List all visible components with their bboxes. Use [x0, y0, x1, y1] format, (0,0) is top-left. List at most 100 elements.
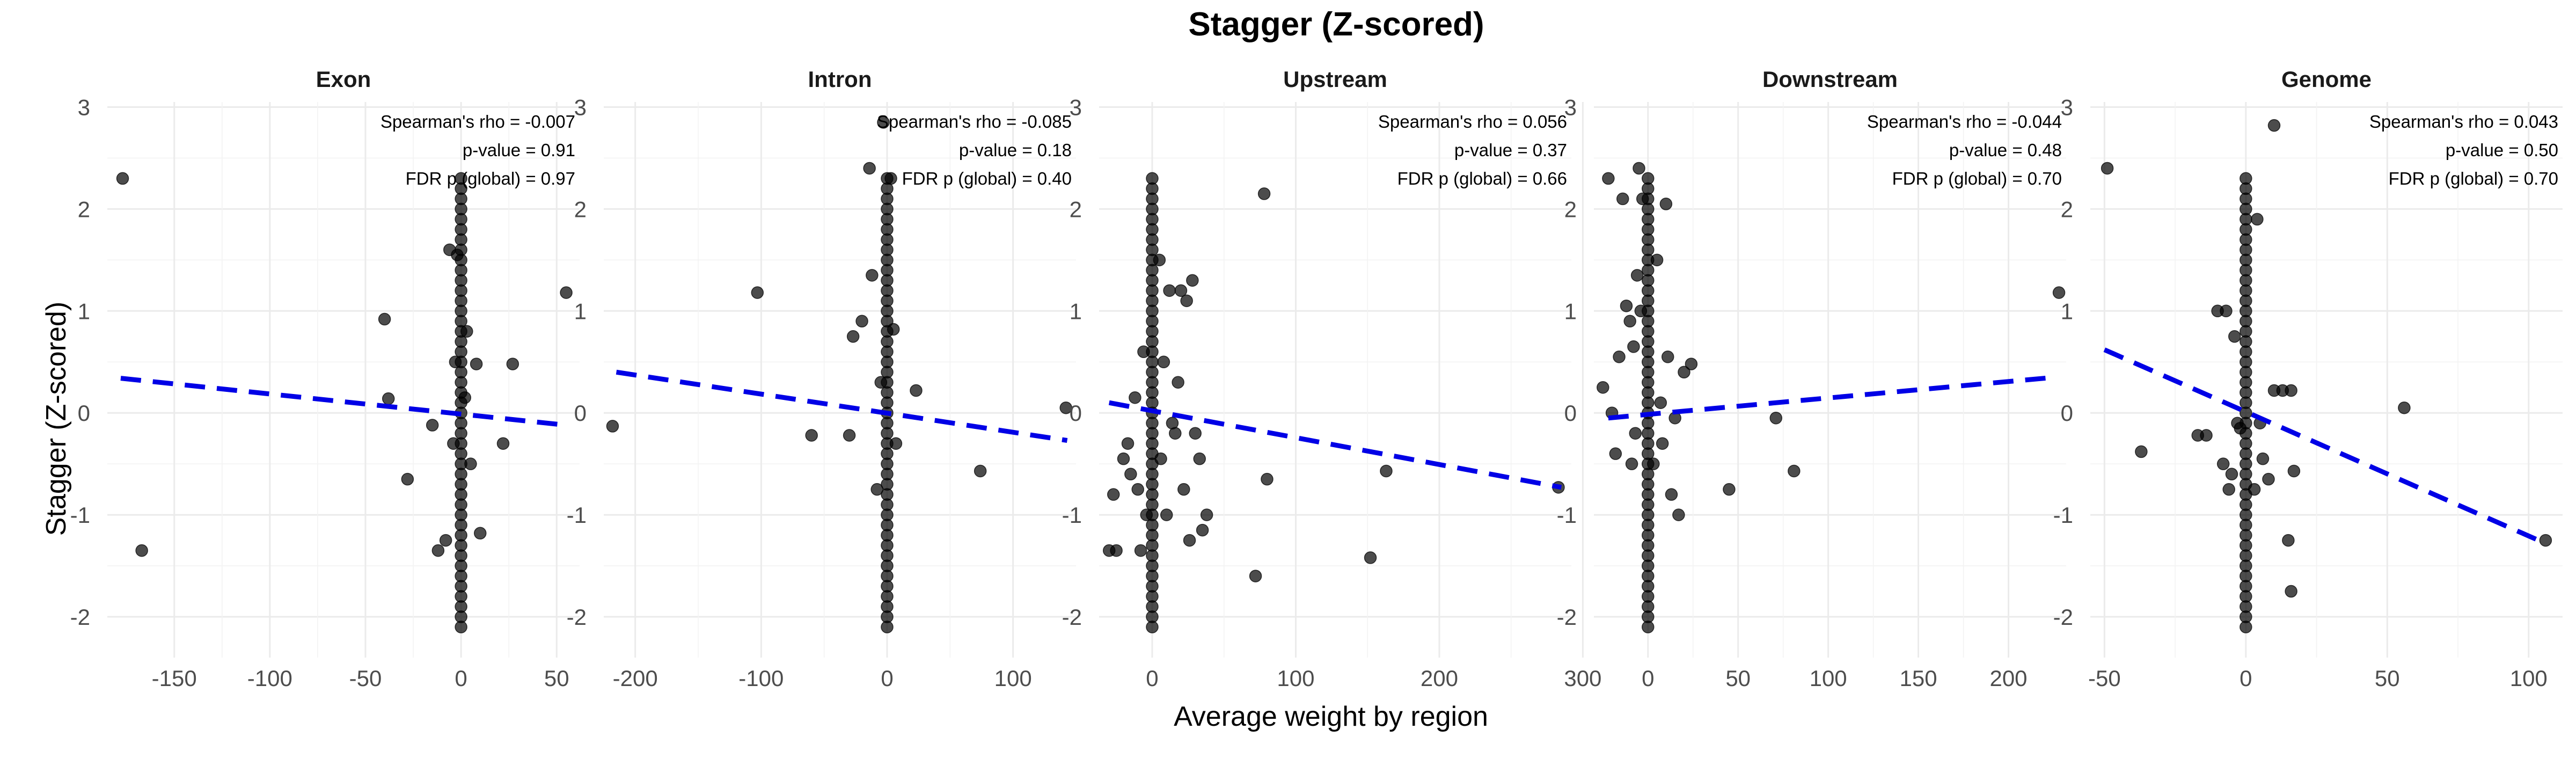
data-point	[863, 162, 876, 175]
y-tick-label: 3	[78, 94, 90, 120]
stats-annotation-line: Spearman's rho = -0.085	[877, 112, 1072, 132]
y-tick-label: -2	[1062, 604, 1082, 630]
data-point	[1174, 284, 1188, 297]
data-point	[2240, 172, 2252, 185]
data-point	[560, 286, 573, 299]
stats-annotation-line: FDR p (global) = 0.40	[902, 169, 1072, 188]
data-point	[1665, 488, 1678, 501]
data-point	[606, 420, 619, 433]
x-tick-label: -200	[613, 666, 658, 691]
data-point	[1597, 381, 1609, 394]
data-point	[884, 172, 897, 185]
data-point	[1627, 340, 1640, 353]
y-tick-label: 3	[1564, 94, 1577, 120]
data-point	[2222, 483, 2235, 496]
stats-annotation-line: Spearman's rho = 0.056	[1378, 112, 1567, 132]
data-point	[1200, 508, 1213, 521]
data-point	[2220, 304, 2233, 318]
facet-label-exon: Exon	[316, 67, 371, 92]
y-tick-label: 1	[1564, 298, 1577, 324]
data-point	[2234, 421, 2247, 435]
data-point	[1160, 508, 1173, 521]
data-point	[1169, 427, 1182, 440]
data-point	[877, 116, 890, 129]
data-point	[506, 358, 519, 370]
data-point	[439, 534, 452, 547]
data-point	[1257, 187, 1271, 200]
y-tick-label: -1	[70, 502, 90, 528]
facet-label-intron: Intron	[808, 67, 872, 92]
data-point	[1609, 447, 1622, 460]
data-point	[887, 323, 900, 336]
data-point	[1177, 483, 1190, 496]
facet-intron: Intron -2 -1 0 1 2 3 -200 -100 0 100 Spearman's rho…	[567, 67, 1076, 691]
x-tick-label: 50	[1725, 666, 1751, 691]
x-tick-label: 0	[1146, 666, 1158, 691]
regression-line	[616, 369, 1068, 443]
data-point	[2248, 483, 2261, 496]
stats-annotation-line: FDR p (global) = 0.66	[1397, 169, 1567, 188]
data-point	[843, 429, 856, 442]
data-point	[1137, 345, 1150, 359]
y-tick-label: 2	[1564, 196, 1577, 222]
stats-annotation-line: FDR p (global) = 0.70	[1892, 169, 2062, 188]
x-axis-title: Average weight by region	[1174, 701, 1488, 732]
x-tick-label: 50	[2375, 666, 2400, 691]
data-point	[451, 249, 464, 261]
y-tick-label: 3	[2061, 94, 2073, 120]
regression-line	[120, 376, 567, 428]
data-point	[2052, 286, 2066, 299]
data-point	[1124, 468, 1137, 480]
data-point	[1157, 355, 1170, 369]
stats-annotation-line: FDR p (global) = 0.70	[2389, 169, 2558, 188]
data-point	[1059, 401, 1072, 414]
data-point	[401, 472, 414, 486]
data-point	[1380, 464, 1393, 478]
x-tick-label: 300	[1564, 666, 1601, 691]
data-point	[1107, 488, 1120, 501]
data-point	[1630, 269, 1644, 282]
y-tick-label: -1	[567, 502, 587, 528]
data-point	[1672, 508, 1685, 521]
facet-downstream: Downstream -2 -1 0 1 2 3 0 50 100 150 200 Spearman's…	[1557, 67, 2066, 691]
stats-annotation-line: Spearman's rho = 0.043	[2369, 112, 2558, 132]
data-point	[449, 355, 462, 369]
data-point	[866, 269, 879, 282]
stats-annotation-line: p-value = 0.37	[1454, 140, 1567, 160]
data-point	[1172, 376, 1184, 389]
data-point	[455, 172, 467, 185]
data-point	[1196, 523, 1209, 537]
data-point	[496, 437, 510, 450]
data-point	[846, 330, 860, 343]
data-point	[1659, 198, 1673, 210]
stats-annotation-line: Spearman's rho = -0.007	[380, 112, 575, 132]
data-point	[1616, 192, 1629, 206]
data-point	[1636, 192, 1649, 206]
data-point	[910, 384, 923, 397]
y-axis-title: Stagger (Z-scored)	[41, 302, 72, 536]
data-point	[2398, 401, 2411, 414]
x-tick-label: 150	[1900, 666, 1937, 691]
data-point	[1629, 427, 1642, 440]
data-point	[2101, 162, 2114, 175]
data-point	[1623, 315, 1636, 328]
data-point	[458, 391, 471, 404]
x-tick-label: -50	[2088, 666, 2121, 691]
data-point	[2135, 445, 2148, 458]
data-point	[447, 437, 460, 450]
data-point	[470, 358, 483, 370]
data-point	[431, 544, 445, 557]
y-tick-label: -2	[567, 604, 587, 630]
data-point	[1193, 452, 1206, 465]
data-point	[1163, 284, 1176, 297]
y-tick-label: -1	[1062, 502, 1082, 528]
stats-annotation-line: Spearman's rho = -0.044	[1867, 112, 2062, 132]
stats-annotation-line: p-value = 0.48	[1949, 140, 2062, 160]
data-point	[1261, 472, 1274, 486]
data-point	[1642, 172, 1655, 185]
regression-line	[2103, 347, 2547, 546]
x-tick-label: 0	[2240, 666, 2252, 691]
data-point	[2267, 119, 2281, 132]
